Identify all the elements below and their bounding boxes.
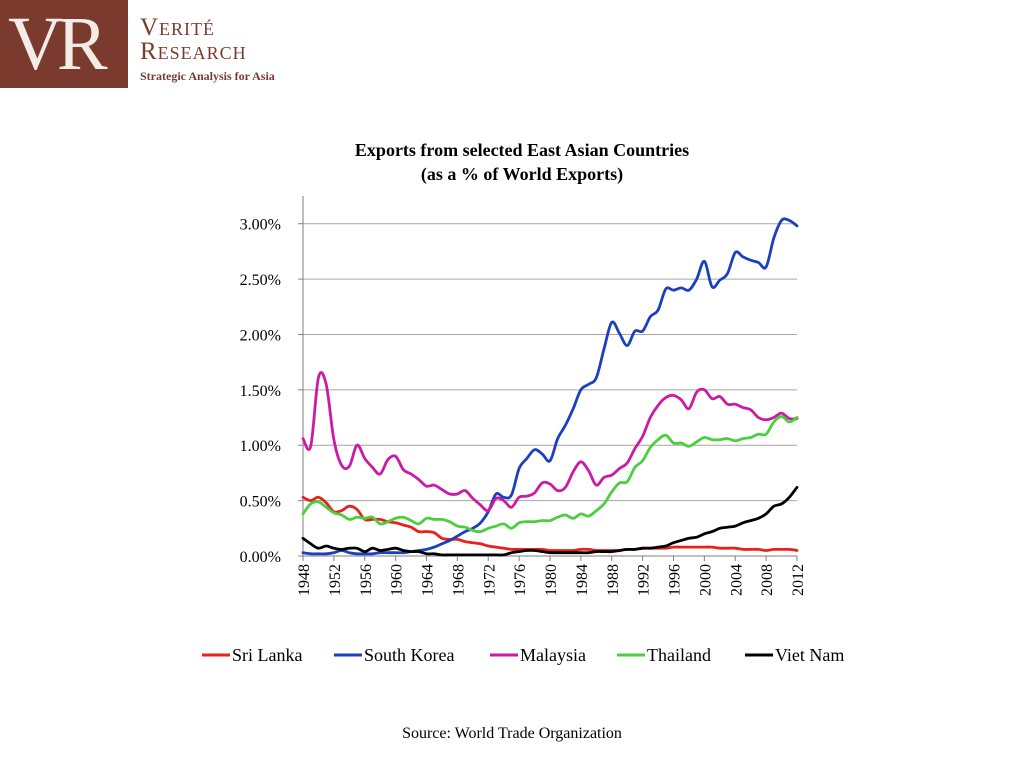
x-tick-label: 1968 <box>450 564 467 596</box>
series-layer <box>301 217 799 557</box>
x-tick-label: 2012 <box>790 564 807 596</box>
y-tick-label: 1.00% <box>240 438 281 455</box>
x-tick-label: 1956 <box>358 564 375 596</box>
x-tick-label: 2004 <box>728 564 745 596</box>
x-tick-label: 1996 <box>667 564 684 596</box>
x-tick-label: 1992 <box>636 564 653 596</box>
series-line-thailand <box>301 415 799 534</box>
x-tick-label: 2000 <box>697 564 714 596</box>
y-tick-label: 2.50% <box>240 272 281 289</box>
x-tick-label: 1948 <box>296 564 313 596</box>
y-tick-label: 0.00% <box>240 549 281 566</box>
x-tick-label: 1964 <box>420 564 437 596</box>
legend-label-thailand: Thailand <box>647 645 711 665</box>
logo-line-1: Verité <box>140 14 216 41</box>
y-tick-label: 0.50% <box>240 494 281 511</box>
x-tick-label: 1960 <box>389 564 406 596</box>
x-tick-label: 1984 <box>574 564 591 596</box>
x-tick-label: 1972 <box>481 564 498 596</box>
legend-label-malaysia: Malaysia <box>520 645 586 665</box>
logo-monogram: VR <box>8 2 108 86</box>
x-tick-label: 1976 <box>512 564 529 596</box>
y-tick-label: 2.00% <box>240 327 281 344</box>
logo-tagline: Strategic Analysis for Asia <box>140 69 275 83</box>
logo-line-2: Research <box>140 38 247 65</box>
axes <box>302 196 797 557</box>
series-line-south-korea <box>301 217 799 556</box>
chart-title-line-2: (as a % of World Exports) <box>421 164 623 185</box>
logo-wordmark: Verité Research Strategic Analysis for A… <box>140 14 275 84</box>
y-tick-label: 3.00% <box>240 217 281 234</box>
legend-label-sri-lanka: Sri Lanka <box>232 645 302 665</box>
legend-label-viet-nam: Viet Nam <box>775 645 844 665</box>
series-line-malaysia <box>301 371 799 513</box>
legend: Sri Lanka South Korea Malaysia Thailand Viet… <box>202 645 844 665</box>
series-line-sri-lanka <box>301 495 799 552</box>
chart-title-line-1: Exports from selected East Asian Countri… <box>355 140 689 160</box>
x-tick-label: 1988 <box>605 564 622 596</box>
series-line-viet-nam <box>301 485 799 557</box>
legend-label-south-korea: South Korea <box>364 645 454 665</box>
x-tick-label: 1952 <box>327 564 344 596</box>
y-tick-label: 1.50% <box>240 383 281 400</box>
x-tick-label: 1980 <box>543 564 560 596</box>
source-note: Source: World Trade Organization <box>402 725 622 742</box>
logo-mark: VR <box>0 0 128 88</box>
y-axis-ticks: 0.00% 0.50% 1.00% 1.50% 2.00% 2.50% 3.00% <box>240 217 303 566</box>
grid <box>303 223 797 502</box>
x-axis-ticks: 1948 1952 1956 1960 1964 1968 1972 1976 1980 1984… <box>296 556 807 596</box>
x-tick-label: 2008 <box>759 564 776 596</box>
